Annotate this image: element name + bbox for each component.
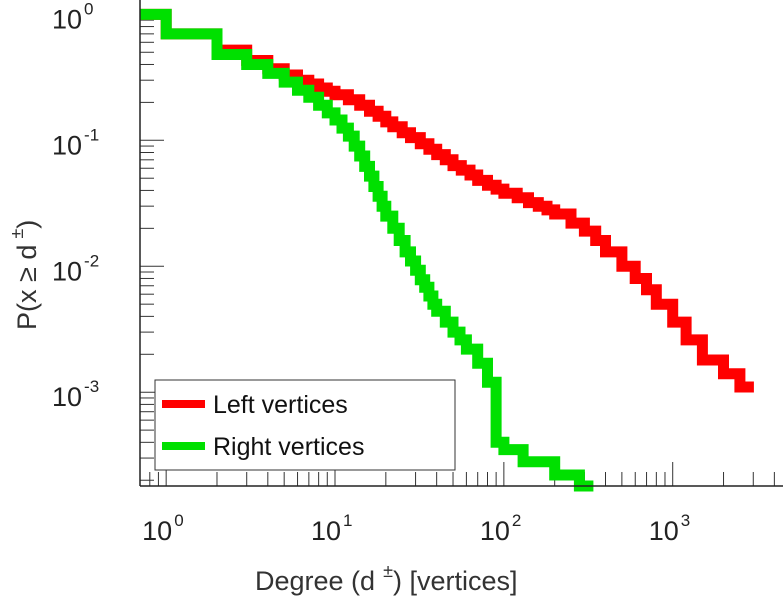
series-left-vertices (140, 8, 754, 393)
x-tick-label: 10 2 (480, 511, 522, 546)
x-tick-label: 10 1 (311, 511, 353, 546)
y-tick-label: 10 0 (52, 0, 94, 34)
y-tick-label: 10 -1 (52, 125, 99, 160)
x-axis-title: Degree (d ±) [vertices] (255, 561, 518, 596)
legend-label-right: Right vertices (213, 433, 364, 461)
legend-box (154, 379, 456, 471)
y-tick-label: 10 -2 (52, 251, 99, 286)
x-tick-label: 10 3 (649, 511, 691, 546)
series-right-vertices (140, 8, 594, 492)
x-tick-label: 10 0 (142, 511, 184, 546)
axes-layer: 10 0 10 -1 10 -2 10 -3 10 0 10 1 10 2 10 3 (52, 0, 783, 546)
y-tick-label: 10 -3 (52, 377, 99, 412)
legend-label-left: Left vertices (213, 391, 348, 419)
legend: Left vertices Right vertices (154, 379, 456, 471)
y-axis-title: P(x ≥ d±) (7, 220, 42, 330)
series-layer (140, 8, 754, 492)
